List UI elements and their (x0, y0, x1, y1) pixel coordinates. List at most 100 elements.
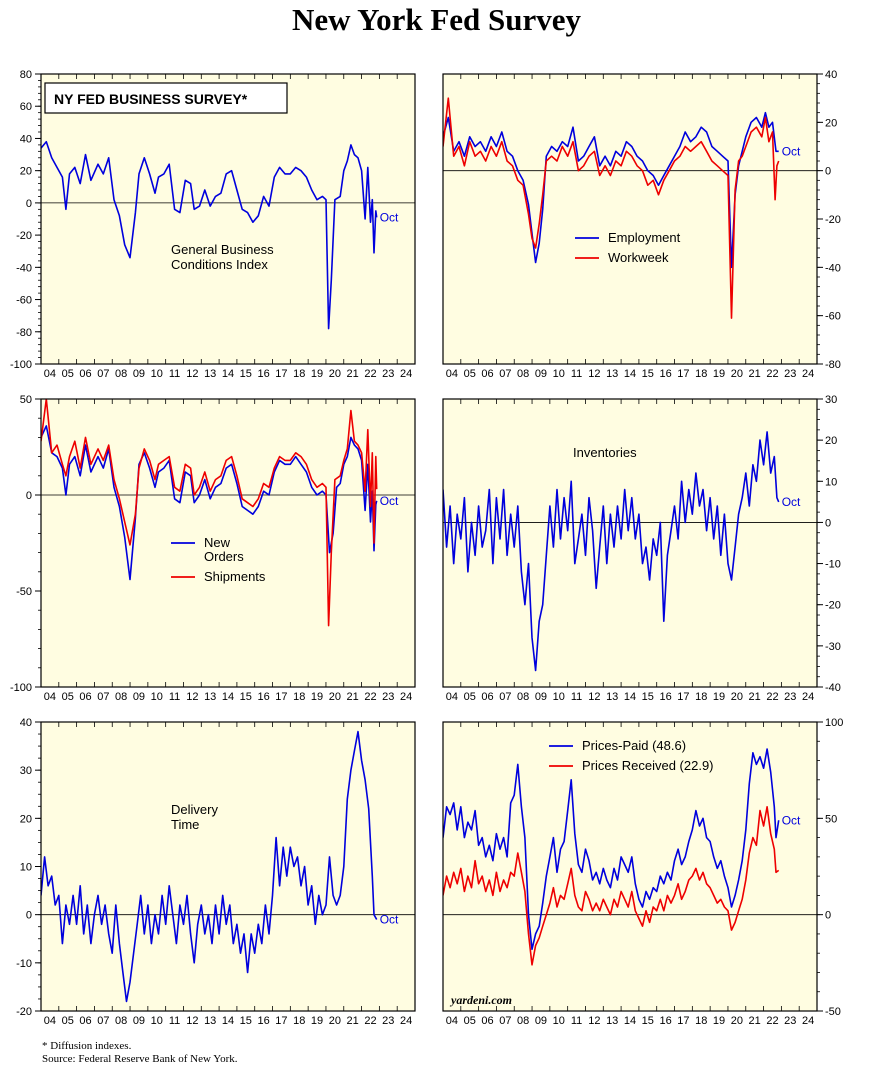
x-tick-label: 13 (204, 691, 216, 703)
x-tick-label: 11 (169, 1015, 180, 1027)
y-tick-label: 30 (825, 394, 837, 406)
x-tick-label: 15 (240, 691, 252, 703)
series-line-shipments (41, 399, 378, 627)
y-tick-label: 0 (26, 910, 32, 922)
end-label: Oct (380, 494, 399, 508)
x-tick-label: 16 (257, 368, 269, 380)
x-tick-label: 13 (204, 368, 216, 380)
y-tick-label: 0 (825, 910, 831, 922)
x-tick-label: 07 (499, 691, 511, 703)
y-tick-label: 40 (20, 717, 32, 729)
x-tick-label: 07 (97, 691, 109, 703)
x-tick-label: 22 (766, 1015, 778, 1027)
x-tick-label: 15 (240, 1015, 252, 1027)
legend-label: Prices Received (22.9) (582, 758, 714, 773)
y-tick-label: 10 (825, 476, 837, 488)
x-tick-label: 20 (731, 691, 743, 703)
y-tick-label: -20 (825, 214, 841, 226)
end-label: Oct (782, 495, 801, 509)
x-tick-label: 20 (731, 368, 743, 380)
x-tick-label: 21 (347, 368, 359, 380)
x-tick-label: 18 (293, 368, 305, 380)
x-tick-label: 17 (677, 691, 689, 703)
footnote-diffusion: * Diffusion indexes. (42, 1040, 132, 1052)
x-tick-label: 12 (186, 1015, 198, 1027)
x-tick-label: 14 (624, 368, 636, 380)
x-tick-label: 17 (275, 691, 287, 703)
x-tick-label: 22 (364, 691, 376, 703)
plot-frame (442, 398, 818, 688)
plot-area (443, 399, 817, 687)
x-tick-label: 18 (695, 368, 707, 380)
x-tick-label: 17 (677, 1015, 689, 1027)
x-tick-label: 07 (499, 1015, 511, 1027)
chart-delivery-time: -20 -10 0 10 20 30 40 04 05 06 07 08 09 10 11 12 13 14 15 1… (16, 717, 416, 1027)
y-tick-label: 20 (825, 117, 837, 129)
x-tick-label: 19 (713, 1015, 725, 1027)
y-tick-label: 50 (825, 813, 837, 825)
y-tick-label: -100 (10, 682, 32, 694)
footnote: * Diffusion indexes. Source: Federal Res… (42, 1040, 238, 1066)
x-tick-label: 22 (364, 1015, 376, 1027)
x-tick-label: 16 (257, 1015, 269, 1027)
y-tick-label: 20 (20, 166, 32, 178)
y-tick-label: 40 (825, 69, 837, 81)
plot-area (41, 722, 415, 1011)
series-group (443, 748, 780, 966)
x-tick-label: 13 (204, 1015, 216, 1027)
y-tick-label: -30 (825, 641, 841, 653)
x-tick-label: 11 (169, 691, 180, 703)
chart-note: Delivery (171, 802, 218, 817)
x-tick-label: 22 (364, 368, 376, 380)
x-tick-label: 14 (222, 1015, 234, 1027)
legend-label: Prices-Paid (48.6) (582, 738, 686, 753)
y-tick-label: -100 (10, 359, 32, 371)
x-tick-label: 04 (446, 368, 458, 380)
series-line-prices-paid (443, 748, 780, 951)
y-tick-label: -80 (16, 327, 32, 339)
series-line-main (41, 730, 378, 1003)
chart-inventories: -40 -30 -20 -10 0 10 20 30 04 05 06 07 08 09 10 11 12 13 1… (442, 394, 841, 703)
chart-employment-workweek: -80 -60 -40 -20 0 20 40 04 05 06 07 08 09 10 11 12 13 14 1… (442, 69, 841, 380)
x-tick-label: 19 (311, 1015, 323, 1027)
plot-frame (40, 73, 416, 365)
x-tick-label: 24 (400, 1015, 412, 1027)
y-tick-label: 20 (20, 813, 32, 825)
x-tick-label: 18 (293, 1015, 305, 1027)
x-tick-label: 09 (133, 1015, 145, 1027)
x-tick-label: 14 (222, 368, 234, 380)
x-tick-label: 16 (659, 368, 671, 380)
x-tick-label: 23 (382, 368, 394, 380)
x-tick-label: 18 (293, 691, 305, 703)
x-tick-label: 04 (44, 691, 56, 703)
y-tick-label: -80 (825, 359, 841, 371)
chart-note: Conditions Index (171, 257, 268, 272)
x-tick-label: 20 (731, 1015, 743, 1027)
y-tick-label: -40 (825, 262, 841, 274)
y-tick-label: 50 (20, 394, 32, 406)
x-tick-label: 21 (749, 691, 761, 703)
x-tick-label: 07 (499, 368, 511, 380)
x-tick-label: 04 (44, 1015, 56, 1027)
x-tick-label: 15 (642, 691, 654, 703)
end-label: Oct (380, 912, 399, 926)
x-tick-label: 15 (642, 1015, 654, 1027)
plot-area (41, 74, 415, 364)
series-group (41, 140, 378, 330)
x-tick-label: 24 (802, 691, 814, 703)
chart-note: Time (171, 817, 199, 832)
y-tick-label: 20 (825, 435, 837, 447)
x-tick-label: 11 (169, 368, 180, 380)
x-tick-label: 05 (62, 1015, 74, 1027)
y-tick-label: 0 (26, 198, 32, 210)
x-tick-label: 13 (606, 1015, 618, 1027)
plot-frame (40, 398, 416, 688)
chart-note: General Business (171, 242, 274, 257)
x-tick-label: 12 (186, 368, 198, 380)
y-tick-label: -20 (825, 600, 841, 612)
x-tick-label: 09 (535, 368, 547, 380)
chart-prices: -50 0 50 100 04 05 06 07 08 09 10 11 12 13 14 15 16 17 18 1… (442, 717, 843, 1027)
series-line-new (41, 425, 378, 581)
y-tick-label: -10 (825, 559, 841, 571)
